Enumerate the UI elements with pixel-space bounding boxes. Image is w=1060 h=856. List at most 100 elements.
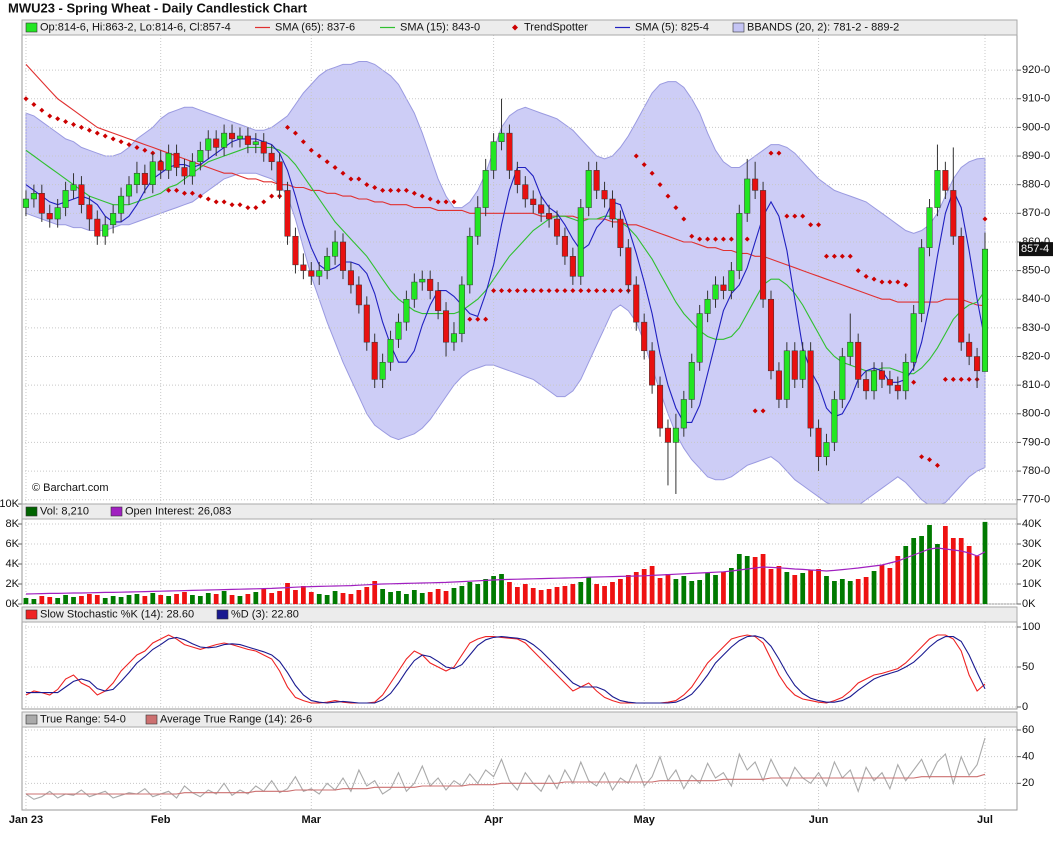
candle-body	[918, 247, 925, 314]
trendspotter-dot	[705, 236, 711, 242]
volume-bar	[340, 593, 346, 604]
volume-bar	[23, 598, 29, 604]
volume-bar	[499, 574, 504, 604]
trendspotter-dot	[31, 101, 37, 107]
volume-bar	[538, 590, 544, 604]
volume-bar	[689, 581, 695, 604]
volume-bar	[514, 587, 520, 604]
trendspotter-dot	[261, 199, 267, 205]
trendspotter-dot	[340, 170, 346, 176]
candle-body	[538, 204, 545, 214]
volume-bar	[911, 538, 917, 604]
volume-bar	[229, 595, 235, 604]
candle-body	[728, 270, 735, 291]
sma-line	[25, 138, 986, 423]
legend-swatch	[512, 24, 518, 31]
trendspotter-dot	[776, 150, 782, 156]
candle-body	[332, 241, 339, 257]
volume-bar	[728, 568, 734, 604]
trendspotter-dot	[419, 193, 425, 199]
volume-bar	[475, 584, 481, 604]
volume-bar	[372, 581, 378, 604]
candle-body	[553, 218, 561, 237]
candle-body	[458, 284, 465, 334]
trendspotter-dot	[71, 122, 77, 128]
candle-body	[387, 339, 394, 363]
volume-bar	[625, 575, 631, 604]
candle-body	[799, 350, 806, 380]
trendspotter-dot	[927, 457, 933, 463]
legend-swatch	[216, 609, 229, 620]
candle-body	[466, 235, 473, 286]
legend-label: SMA (15): 843-0	[400, 21, 480, 33]
candle-body	[878, 370, 885, 380]
candle-body	[530, 198, 537, 205]
volume-bar	[285, 583, 290, 604]
candle-body	[490, 141, 497, 171]
candle-body	[783, 350, 790, 400]
legend-label: True Range: 54-0	[40, 713, 126, 725]
volume-bar	[213, 594, 219, 604]
volume-bar	[166, 596, 172, 604]
trendspotter-dot	[800, 213, 806, 219]
trendspotter-dot	[768, 150, 774, 156]
legend-swatch	[145, 714, 158, 725]
volume-bar	[380, 589, 386, 604]
x-tick-label: Jun	[809, 814, 829, 826]
y-right-tick-label: 50	[1022, 661, 1034, 673]
candle-body	[815, 427, 822, 457]
volume-bar	[94, 595, 100, 604]
candle-body	[569, 256, 576, 277]
volume-bar	[190, 595, 195, 604]
volume-bar	[863, 577, 869, 604]
legend-label: Open Interest: 26,083	[125, 505, 231, 517]
trendspotter-dot	[348, 176, 354, 182]
candle-body	[752, 178, 759, 191]
legend-swatch	[25, 22, 38, 33]
candle-body	[871, 370, 878, 392]
trendspotter-dot	[174, 187, 180, 193]
trendspotter-dot	[388, 187, 394, 193]
x-tick-label: Feb	[151, 814, 171, 826]
candle-body	[213, 138, 220, 148]
volume-bar	[927, 525, 932, 604]
candle-body	[775, 370, 782, 400]
candle-body	[173, 152, 180, 168]
legend-label: Average True Range (14): 26-6	[160, 713, 312, 725]
trendspotter-dot	[673, 205, 679, 211]
volume-bar	[47, 597, 53, 604]
volume-bar	[63, 595, 68, 604]
candle-body	[934, 170, 941, 208]
y-right-tick-label: 820-0	[1022, 350, 1050, 362]
candle-body	[252, 141, 259, 145]
y-right-tick-label: 20	[1022, 777, 1034, 789]
legend-label: Vol: 8,210	[40, 505, 89, 517]
trendspotter-dot	[483, 316, 489, 322]
trendspotter-dot	[919, 454, 925, 460]
volume-bar	[134, 594, 140, 604]
trendspotter-dot	[816, 222, 822, 228]
trendspotter-dot	[364, 182, 370, 188]
volume-bar	[808, 570, 814, 604]
candle-body	[347, 270, 354, 286]
trendspotter-dot	[982, 216, 988, 222]
x-tick-label: May	[633, 814, 655, 826]
candle-body	[54, 207, 61, 220]
volume-bar	[855, 579, 861, 604]
trendspotter-dot	[86, 127, 92, 133]
candle-body	[688, 361, 695, 400]
volume-bar	[451, 588, 457, 604]
candle-body	[672, 427, 679, 443]
legend-swatch	[25, 714, 38, 725]
trendspotter-dot	[578, 288, 584, 294]
volume-bar	[507, 582, 512, 604]
y-right-tick-label: 20K	[1022, 558, 1042, 570]
volume-bar	[427, 592, 433, 604]
trendspotter-dot	[499, 288, 505, 294]
trendspotter-dot	[522, 288, 528, 294]
legend-label: SMA (65): 837-6	[275, 21, 355, 33]
sma-line	[25, 146, 986, 375]
y-right-tick-label: 810-0	[1022, 379, 1050, 391]
legend-swatch	[110, 506, 123, 517]
trendspotter-dot	[269, 193, 275, 199]
